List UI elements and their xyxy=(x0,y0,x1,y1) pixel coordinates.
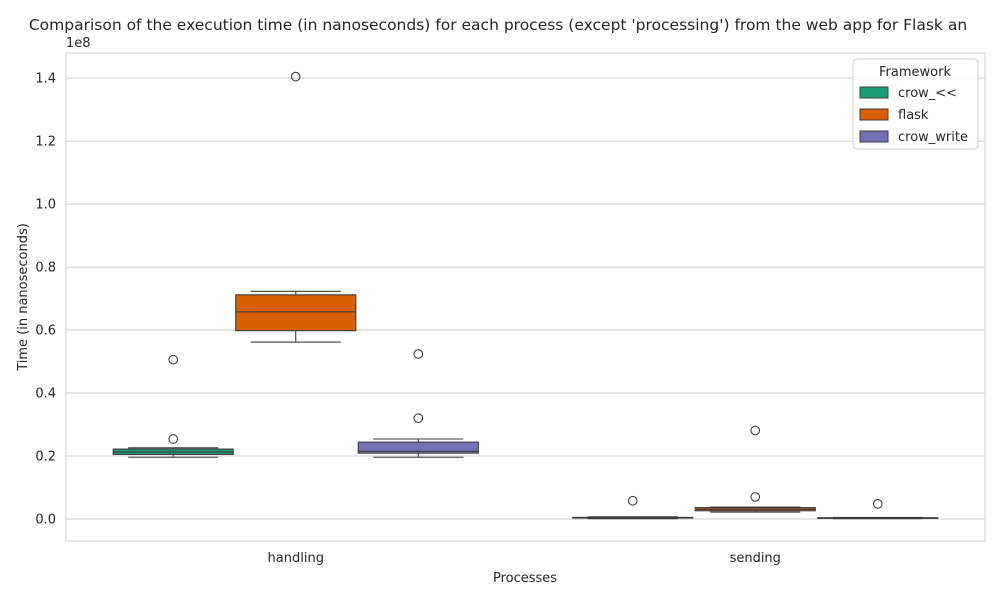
chart-title: Comparison of the execution time (in nan… xyxy=(29,16,967,34)
box-crow_<<-sending xyxy=(572,495,694,520)
grid-lines xyxy=(66,77,985,520)
outlier-point xyxy=(290,71,301,82)
box-series xyxy=(112,71,939,520)
outlier-point xyxy=(750,492,761,502)
legend-title: Framework xyxy=(879,65,951,80)
legend-swatch-crow_write xyxy=(859,130,889,143)
outlier-point xyxy=(750,425,761,436)
iqr-box xyxy=(357,441,479,454)
y-tick-label: 0.8 xyxy=(35,261,56,276)
legend-frame xyxy=(852,58,979,150)
iqr-box xyxy=(235,294,357,332)
legend-items: crow_<<flask crow_write xyxy=(859,86,968,145)
box-crow_write-handling xyxy=(357,349,479,458)
legend-swatch-crow_<< xyxy=(859,86,889,99)
outlier-point xyxy=(872,498,883,509)
y-tick-label: 0.6 xyxy=(35,324,56,339)
legend-label-crow_<<: crow_<< xyxy=(898,86,957,101)
legend-label-crow_write: crow_write xyxy=(898,130,968,145)
box-flask-handling xyxy=(235,71,357,343)
legend-swatch-flask xyxy=(859,108,889,121)
y-tick-label: 1.2 xyxy=(35,135,56,150)
outlier-point xyxy=(168,354,179,365)
y-axis-ticks: 0.0 0.2 0.4 0.6 0.8 1.0 1.2 1.4 xyxy=(35,72,56,528)
y-axis-label: Time (in nanoseconds) xyxy=(16,223,31,372)
y-tick-label: 1.4 xyxy=(35,72,56,87)
box-flask-sending xyxy=(694,425,816,513)
box-crow_write-sending xyxy=(817,498,939,520)
x-tick-label: handling xyxy=(268,551,324,566)
x-axis-label: Processes xyxy=(493,571,557,586)
y-tick-label: 1.0 xyxy=(35,198,56,213)
x-tick-label: sending xyxy=(730,551,781,566)
y-tick-label: 0.2 xyxy=(35,449,56,464)
outlier-point xyxy=(168,434,179,444)
box-crow_<<-handling xyxy=(112,354,234,458)
y-axis-multiplier: 1e8 xyxy=(66,36,91,51)
y-tick-label: 0.4 xyxy=(35,387,56,402)
outlier-point xyxy=(627,495,638,506)
legend-label-flask: flask xyxy=(898,108,929,123)
plot-area xyxy=(65,52,986,542)
legend: Framework crow_<<flask crow_write xyxy=(852,58,979,150)
outlier-point xyxy=(413,349,424,359)
x-axis-ticks: handling sending xyxy=(268,551,781,566)
outlier-point xyxy=(413,413,424,424)
y-tick-label: 0.0 xyxy=(35,512,56,527)
